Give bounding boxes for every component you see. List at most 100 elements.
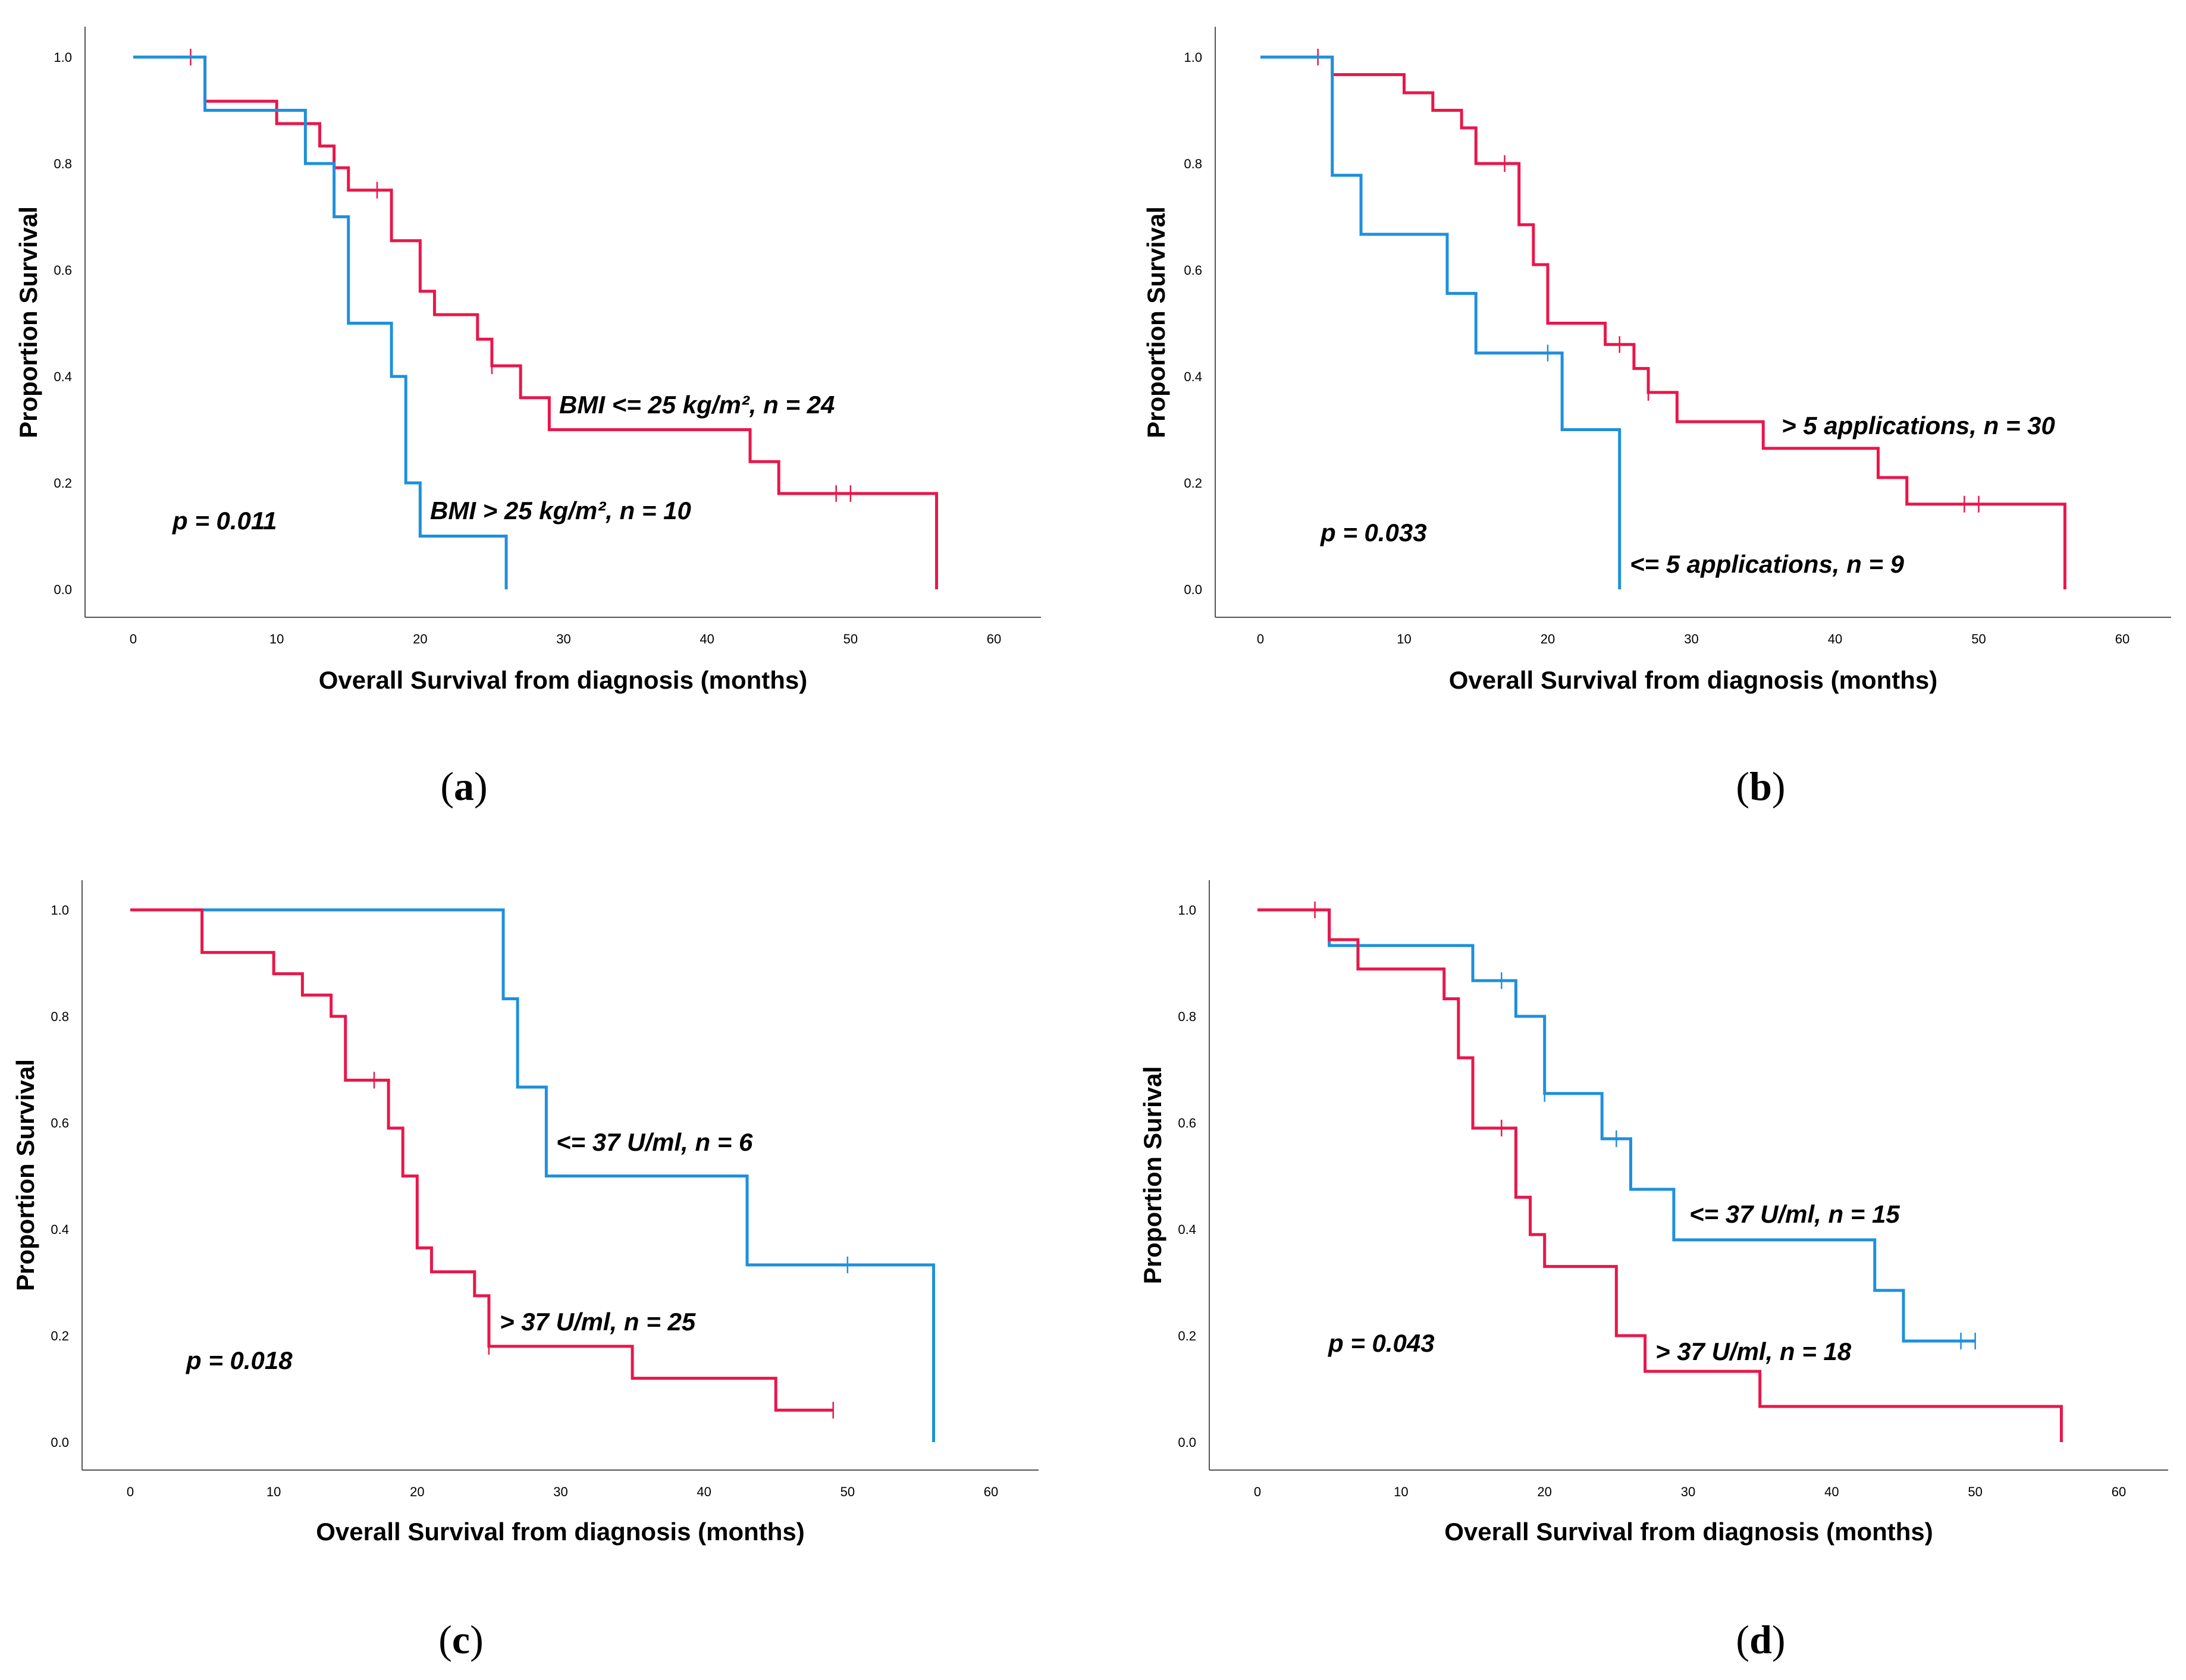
y-tick-label: 0.4 — [1178, 1222, 1196, 1237]
survival-curve-series-1 — [133, 55, 939, 589]
y-tick-label: 0.0 — [1178, 1435, 1196, 1450]
survival-curve-series-2 — [133, 55, 508, 589]
p-value: p = 0.033 — [1320, 519, 1427, 547]
caption-close: ) — [474, 764, 488, 809]
caption-close: ) — [1772, 764, 1786, 809]
y-tick-label: 0.6 — [1178, 1116, 1196, 1131]
panel-caption: (d) — [1736, 1617, 1785, 1662]
y-tick-label: 0.2 — [54, 476, 72, 491]
x-tick-label: 0 — [1257, 632, 1264, 646]
x-axis-label: Overall Survival from diagnosis (months) — [1444, 1518, 1933, 1546]
y-tick-label: 0.4 — [51, 1222, 69, 1237]
p-value: p = 0.011 — [172, 507, 277, 535]
x-tick-label: 20 — [1537, 1484, 1551, 1499]
survival-curve-series-1 — [130, 908, 936, 1442]
y-tick-label: 1.0 — [51, 903, 69, 918]
y-tick-label: 0.4 — [1184, 369, 1202, 384]
series-label: <= 5 applications, n = 9 — [1630, 550, 1905, 578]
y-tick-label: 0.8 — [51, 1009, 69, 1024]
y-tick-label: 0.6 — [1184, 263, 1202, 278]
x-axis-label: Overall Survival from diagnosis (months) — [1449, 666, 1938, 694]
x-tick-label: 60 — [987, 632, 1001, 646]
x-tick-label: 20 — [413, 632, 427, 646]
x-axis-label: Overall Survival from diagnosis (months) — [319, 666, 808, 694]
km-panel-d: 0 10 20 30 40 50 60 0.0 0.2 0.4 0.6 0.8 1.0 Overall S… — [1139, 880, 2168, 1662]
caption-open: ( — [1736, 764, 1749, 809]
x-tick-label: 40 — [700, 632, 714, 646]
x-tick-label: 10 — [1397, 632, 1411, 646]
y-axis-label: Proportion Survival — [1142, 206, 1170, 438]
y-tick-label: 0.8 — [1184, 156, 1202, 171]
y-tick-label: 1.0 — [1178, 903, 1196, 918]
caption-open: ( — [438, 1617, 452, 1662]
caption-letter: b — [1749, 764, 1772, 809]
panel-caption: (a) — [440, 764, 487, 809]
x-tick-label: 40 — [1824, 1484, 1839, 1499]
x-tick-label: 10 — [1394, 1484, 1408, 1499]
x-tick-label: 60 — [2112, 1484, 2126, 1499]
y-tick-label: 0.4 — [54, 369, 72, 384]
x-tick-label: 50 — [1971, 632, 1986, 646]
x-tick-label: 30 — [556, 632, 570, 646]
x-tick-label: 30 — [1684, 632, 1698, 646]
series-label: <= 37 U/ml, n = 6 — [556, 1128, 753, 1156]
x-tick-label: 60 — [984, 1484, 998, 1499]
x-tick-label: 40 — [1828, 632, 1842, 646]
x-tick-label: 50 — [840, 1484, 855, 1499]
caption-letter: d — [1749, 1617, 1772, 1662]
caption-letter: a — [454, 764, 474, 809]
caption-open: ( — [1736, 1617, 1749, 1662]
y-tick-label: 0.2 — [1178, 1329, 1196, 1343]
x-axis-label: Overall Survival from diagnosis (months) — [316, 1518, 805, 1546]
caption-letter: c — [452, 1617, 470, 1662]
y-axis-label: Proportion Survival — [11, 1059, 39, 1291]
x-tick-label: 0 — [127, 1484, 134, 1499]
km-panel-c: 0 10 20 30 40 50 60 0.0 0.2 0.4 0.6 0.8 1.0 Overall S… — [11, 880, 1039, 1662]
series-label: BMI > 25 kg/m², n = 10 — [430, 497, 691, 525]
series-label: > 5 applications, n = 30 — [1782, 412, 2055, 439]
y-axis-label: Proportion Surival — [1139, 1066, 1166, 1284]
x-tick-label: 20 — [410, 1484, 424, 1499]
series-label: BMI <= 25 kg/m², n = 24 — [559, 391, 835, 419]
x-tick-label: 10 — [266, 1484, 281, 1499]
x-tick-label: 30 — [1681, 1484, 1695, 1499]
y-tick-label: 0.6 — [54, 263, 72, 278]
x-tick-label: 10 — [269, 632, 284, 646]
x-tick-label: 40 — [697, 1484, 711, 1499]
x-tick-label: 20 — [1541, 632, 1555, 646]
y-tick-label: 0.6 — [51, 1116, 69, 1131]
p-value: p = 0.018 — [186, 1346, 293, 1374]
caption-close: ) — [470, 1617, 484, 1662]
survival-curve-series-2 — [1260, 55, 1622, 589]
y-tick-label: 0.2 — [1184, 476, 1202, 491]
x-tick-label: 0 — [130, 632, 137, 646]
y-tick-label: 0.8 — [1178, 1009, 1196, 1024]
x-tick-label: 50 — [1968, 1484, 1982, 1499]
survival-curve-series-1 — [1257, 908, 1975, 1343]
panel-caption: (b) — [1736, 764, 1785, 809]
series-label: > 37 U/ml, n = 18 — [1655, 1337, 1852, 1365]
series-label: <= 37 U/ml, n = 15 — [1689, 1200, 1900, 1228]
y-tick-label: 0.0 — [1184, 582, 1202, 597]
survival-curve-series-1 — [1260, 55, 2066, 589]
y-tick-label: 0.0 — [51, 1435, 69, 1450]
p-value: p = 0.043 — [1328, 1329, 1435, 1357]
panel-caption: (c) — [438, 1617, 484, 1662]
caption-open: ( — [440, 764, 454, 809]
y-tick-label: 1.0 — [54, 50, 72, 65]
x-tick-label: 60 — [2115, 632, 2129, 646]
y-tick-label: 0.8 — [54, 156, 72, 171]
x-tick-label: 50 — [843, 632, 858, 646]
y-axis-label: Proportion Survival — [14, 206, 42, 438]
series-label: > 37 U/ml, n = 25 — [500, 1308, 696, 1336]
y-tick-label: 1.0 — [1184, 50, 1202, 65]
x-tick-label: 0 — [1254, 1484, 1261, 1499]
y-tick-label: 0.0 — [54, 582, 72, 597]
km-panel-a: 0 10 20 30 40 50 60 0.0 0.2 0.4 0.6 0.8 1.0 Overall S… — [14, 27, 1041, 809]
survival-curve-series-2 — [1257, 908, 2063, 1442]
caption-close: ) — [1772, 1617, 1786, 1662]
x-tick-label: 30 — [553, 1484, 567, 1499]
km-panel-b: 0 10 20 30 40 50 60 0.0 0.2 0.4 0.6 0.8 1.0 Overall S… — [1142, 27, 2171, 809]
y-tick-label: 0.2 — [51, 1329, 69, 1343]
